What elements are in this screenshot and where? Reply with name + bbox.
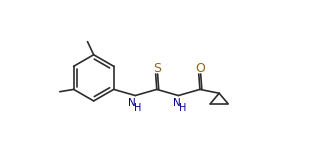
Text: O: O xyxy=(195,62,205,75)
Text: N: N xyxy=(128,98,136,108)
Text: N: N xyxy=(173,98,181,108)
Text: S: S xyxy=(153,62,161,75)
Text: H: H xyxy=(179,103,186,113)
Text: H: H xyxy=(134,103,141,113)
